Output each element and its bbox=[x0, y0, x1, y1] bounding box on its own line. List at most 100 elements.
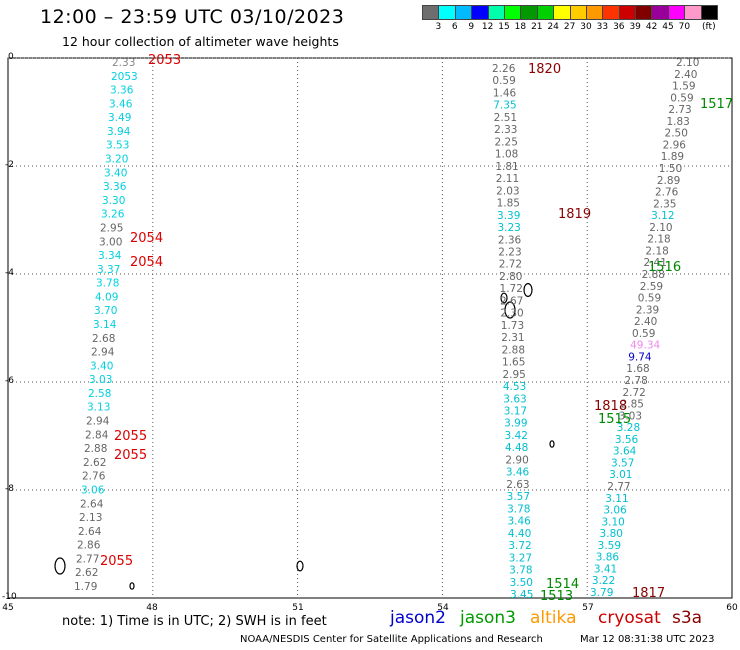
wave-height-value: 2.96 bbox=[663, 139, 687, 151]
wave-height-value: 3.37 bbox=[97, 264, 120, 276]
wave-height-value: 3.45 bbox=[510, 589, 533, 601]
wave-height-value: 3.06 bbox=[603, 505, 627, 517]
wave-height-value: 0.59 bbox=[632, 328, 655, 340]
pass-label: 1516 bbox=[648, 260, 681, 275]
wave-height-value: 2.68 bbox=[92, 333, 115, 345]
timestamp-text: Mar 12 08:31:38 UTC 2023 bbox=[580, 634, 715, 645]
wave-height-value: 3.86 bbox=[596, 552, 620, 564]
wave-height-value: 2.59 bbox=[640, 281, 663, 293]
wave-height-value: 2.13 bbox=[79, 512, 102, 524]
wave-height-value: 2053 bbox=[111, 71, 138, 83]
wave-height-value: 2.80 bbox=[499, 271, 522, 283]
wave-height-value: 2.39 bbox=[636, 304, 659, 316]
wave-height-value: 2.25 bbox=[495, 136, 518, 148]
wave-height-value: 2.77 bbox=[76, 553, 99, 565]
wave-height-value: 2.64 bbox=[78, 526, 102, 538]
wave-height-value: 2.73 bbox=[668, 104, 691, 116]
wave-height-value: 4.09 bbox=[95, 291, 118, 303]
wave-height-value: 9.74 bbox=[628, 351, 652, 363]
wave-height-value: 3.78 bbox=[96, 278, 119, 290]
wave-height-value: 2.30 bbox=[500, 308, 523, 320]
pass-label: 2055 bbox=[100, 554, 133, 569]
wave-height-value: 2.94 bbox=[91, 347, 115, 359]
colorbar-labels: 3 6 9 12 15 18 21 24 27 30 33 36 39 42 45 70 (ft) bbox=[422, 22, 734, 36]
wave-height-value: 3.39 bbox=[497, 210, 520, 222]
wave-height-value: 1.89 bbox=[661, 151, 684, 163]
wave-height-value: 3.63 bbox=[503, 393, 526, 405]
island-shape bbox=[523, 283, 533, 298]
wave-height-value: 3.03 bbox=[89, 374, 112, 386]
wave-height-value: 3.10 bbox=[601, 516, 624, 528]
pass-label: 1820 bbox=[528, 62, 561, 77]
legend-altika: altika bbox=[530, 608, 577, 628]
wave-height-value: 1.79 bbox=[74, 581, 97, 593]
wave-height-value: 1.46 bbox=[493, 87, 517, 99]
wave-height-value: 3.79 bbox=[590, 587, 613, 599]
lon-label: 54 bbox=[437, 603, 449, 613]
wave-height-value: 2.95 bbox=[100, 222, 123, 234]
colorbar-label: 24 bbox=[547, 22, 559, 32]
wave-height-value: 2.31 bbox=[501, 332, 524, 344]
pass-label: 1515 bbox=[598, 412, 631, 427]
wave-height-value: 2.51 bbox=[494, 112, 517, 124]
colorbar-label: 6 bbox=[451, 22, 458, 32]
wave-height-value: 3.13 bbox=[87, 402, 110, 414]
wave-height-value: 3.26 bbox=[101, 209, 125, 221]
wave-height-value: 3.78 bbox=[507, 503, 530, 515]
colorbar-label: 30 bbox=[580, 22, 592, 32]
wave-height-value: 1.83 bbox=[666, 116, 689, 128]
lat-label: 0 bbox=[8, 52, 14, 62]
wave-height-value: 2.78 bbox=[624, 375, 647, 387]
wave-height-value: 2.64 bbox=[80, 498, 104, 510]
wave-height-value: 3.36 bbox=[103, 181, 127, 193]
wave-height-value: 3.40 bbox=[90, 360, 113, 372]
wave-height-value: 3.03 bbox=[619, 410, 642, 422]
wave-height-value: 2.58 bbox=[88, 388, 111, 400]
lat-label: -2 bbox=[5, 160, 14, 170]
legend-s3a: s3a bbox=[672, 608, 703, 628]
wave-height-value: 3.64 bbox=[613, 446, 637, 458]
wave-height-value: 2.41 bbox=[644, 257, 667, 269]
wave-height-value: 3.50 bbox=[510, 577, 533, 589]
wave-height-value: 2.10 bbox=[676, 57, 699, 69]
colorbar-label: 3 bbox=[435, 22, 442, 32]
wave-height-value: 2.35 bbox=[653, 198, 676, 210]
wave-height-value: 2.62 bbox=[75, 567, 98, 579]
colorbar-label: 42 bbox=[645, 22, 658, 32]
legend-cryosat: cryosat bbox=[598, 608, 661, 628]
pass-label: 1817 bbox=[632, 586, 665, 601]
wave-height-value: 3.17 bbox=[504, 406, 527, 418]
legend-note: note: 1) Time is in UTC; 2) SWH is in fe… bbox=[62, 614, 327, 629]
colorbar bbox=[422, 5, 719, 20]
wave-height-value: 2.18 bbox=[647, 234, 670, 246]
wave-height-value: 2.11 bbox=[496, 173, 519, 185]
wave-height-value: 3.99 bbox=[504, 418, 527, 430]
colorbar-label: 21 bbox=[531, 22, 543, 32]
lat-label: -6 bbox=[5, 376, 14, 386]
wave-height-value: 3.34 bbox=[98, 250, 122, 262]
legend-jason3: jason3 bbox=[460, 608, 516, 628]
wave-height-value: 1.08 bbox=[495, 149, 518, 161]
wave-height-value: 3.57 bbox=[611, 457, 634, 469]
wave-height-value: 3.28 bbox=[617, 422, 640, 434]
wave-height-value: 3.40 bbox=[104, 167, 127, 179]
wave-height-value: 1.73 bbox=[501, 320, 524, 332]
wave-height-value: 3.78 bbox=[509, 565, 532, 577]
lon-label: 45 bbox=[2, 603, 14, 613]
wave-height-value: 3.42 bbox=[505, 430, 528, 442]
wave-height-value: 3.46 bbox=[506, 467, 530, 479]
wave-height-value: 2.72 bbox=[499, 259, 522, 271]
wave-height-value: 2.50 bbox=[665, 128, 688, 140]
lon-label: 51 bbox=[292, 603, 304, 613]
wave-height-value: 3.36 bbox=[110, 85, 134, 97]
pass-label: 2055 bbox=[114, 448, 147, 463]
wave-height-value: 2.76 bbox=[655, 187, 679, 199]
wave-height-value: 2.03 bbox=[496, 185, 519, 197]
wave-height-value: 49.34 bbox=[630, 340, 660, 352]
wave-height-value: 2.40 bbox=[674, 69, 697, 81]
wave-height-value: 1.81 bbox=[495, 161, 518, 173]
wave-height-value: 1.68 bbox=[626, 363, 649, 375]
wave-height-value: 2.85 bbox=[621, 399, 644, 411]
wave-height-value: 3.27 bbox=[509, 552, 532, 564]
